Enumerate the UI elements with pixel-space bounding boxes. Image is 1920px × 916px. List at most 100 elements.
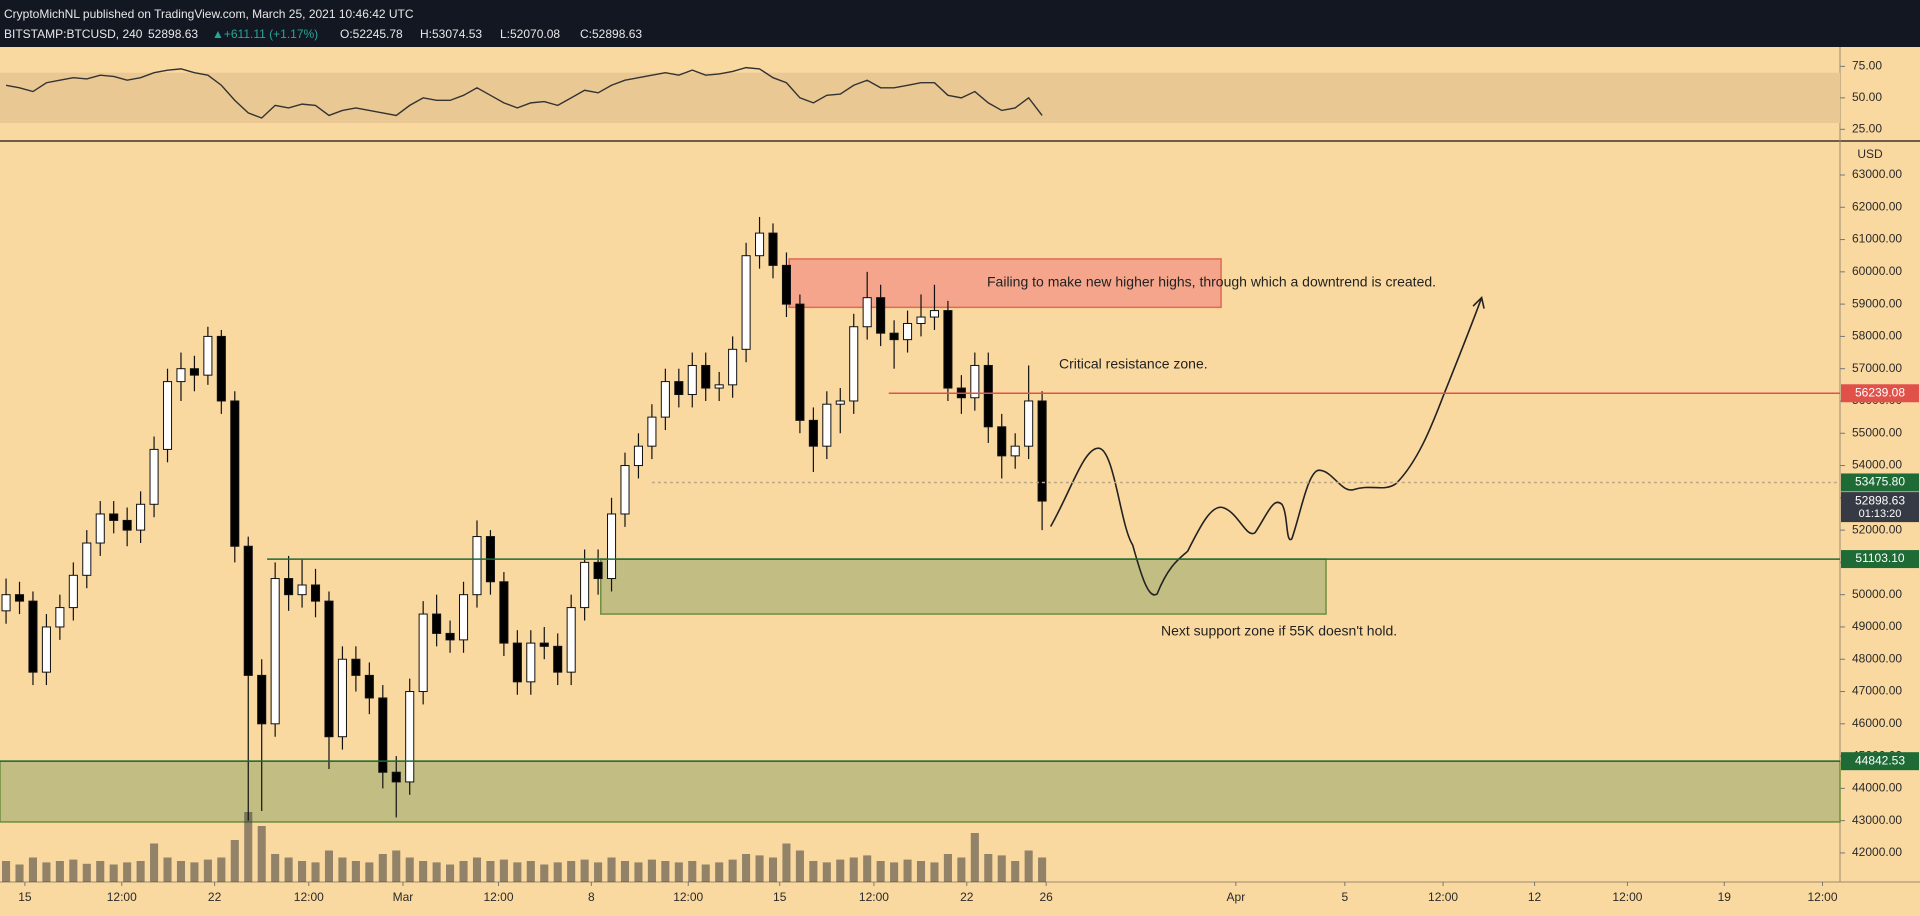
volume-bar bbox=[620, 861, 630, 882]
candle-body bbox=[391, 771, 401, 783]
volume-bar bbox=[997, 855, 1006, 882]
rsi-band bbox=[0, 72, 1840, 124]
rsi-tick-label: 50.00 bbox=[1852, 90, 1882, 104]
volume-bar bbox=[123, 862, 132, 882]
candle-body bbox=[176, 368, 186, 383]
price-tag-label: 52898.63 bbox=[1855, 493, 1905, 507]
candle-body bbox=[351, 658, 361, 676]
y-tick-label: 50000.00 bbox=[1852, 587, 1902, 601]
candle-body bbox=[28, 600, 38, 673]
x-tick-label: 12:00 bbox=[859, 890, 889, 904]
candle-body bbox=[189, 368, 199, 376]
volume-bar bbox=[499, 859, 508, 882]
candle-body bbox=[41, 626, 51, 673]
volume-bar bbox=[271, 854, 280, 882]
x-tick-label: 19 bbox=[1718, 890, 1732, 904]
candle-body bbox=[701, 364, 711, 389]
volume-bar bbox=[849, 857, 858, 882]
price-tag bbox=[1841, 384, 1919, 403]
volume-bar bbox=[984, 854, 993, 882]
volume-bar bbox=[338, 857, 347, 882]
volume-bar bbox=[163, 857, 172, 882]
price-tag bbox=[1841, 473, 1919, 492]
candle-body bbox=[633, 445, 643, 467]
x-tick-label: 12:00 bbox=[673, 890, 703, 904]
y-tick-label: 55000.00 bbox=[1852, 425, 1902, 439]
volume-bar bbox=[674, 862, 683, 882]
y-tick-label: 61000.00 bbox=[1852, 232, 1902, 246]
ohlc: L:52070.08 bbox=[500, 27, 560, 41]
x-tick-label: Mar bbox=[393, 890, 414, 904]
volume-bar bbox=[580, 859, 589, 882]
candle-body bbox=[1024, 400, 1034, 447]
y-tick-label: 62000.00 bbox=[1852, 199, 1902, 213]
volume-bar bbox=[782, 843, 791, 882]
candle-body bbox=[95, 513, 105, 544]
candle-body bbox=[418, 613, 428, 693]
candle-body bbox=[68, 574, 78, 609]
candle-body bbox=[405, 691, 415, 783]
y-tick-label: 43000.00 bbox=[1852, 813, 1902, 827]
volume-bar bbox=[55, 861, 64, 882]
candle-body bbox=[526, 642, 536, 683]
y-tick-label: 47000.00 bbox=[1852, 684, 1902, 698]
candle-body bbox=[781, 264, 791, 305]
volume-bar bbox=[553, 862, 562, 882]
volume-bar bbox=[715, 862, 724, 882]
volume-bar bbox=[540, 864, 549, 882]
volume-bar bbox=[432, 862, 441, 882]
y-tick-label: 46000.00 bbox=[1852, 716, 1902, 730]
volume-bar bbox=[351, 861, 360, 882]
y-tick-label: 44000.00 bbox=[1852, 781, 1902, 795]
candle-body bbox=[607, 513, 617, 580]
volume-bar bbox=[28, 857, 38, 882]
y-tick-label: 48000.00 bbox=[1852, 651, 1902, 665]
volume-bar bbox=[136, 861, 145, 882]
volume-bar bbox=[970, 833, 979, 882]
candle-body bbox=[539, 642, 549, 647]
volume-bar bbox=[1038, 857, 1047, 882]
candle-body bbox=[889, 332, 899, 341]
candle-body bbox=[983, 364, 993, 428]
candle-body bbox=[337, 658, 347, 738]
y-tick-label: 60000.00 bbox=[1852, 264, 1902, 278]
last-price: 52898.63 bbox=[148, 27, 198, 41]
volume-bar bbox=[230, 840, 239, 882]
candle-body bbox=[674, 381, 684, 396]
volume-bar bbox=[459, 861, 468, 882]
volume-bar bbox=[284, 857, 293, 882]
volume-bar bbox=[1024, 850, 1033, 882]
volume-bar bbox=[257, 826, 266, 882]
price-tag bbox=[1841, 752, 1919, 771]
candle-body bbox=[822, 403, 832, 447]
candle-body bbox=[876, 297, 886, 334]
zone bbox=[788, 258, 1222, 309]
price-tag-label: 51103.10 bbox=[1855, 551, 1904, 565]
price-tag bbox=[1841, 550, 1919, 569]
volume-bar bbox=[701, 864, 710, 882]
candle-body bbox=[445, 632, 455, 641]
volume-bar bbox=[405, 857, 414, 882]
candle-body bbox=[230, 400, 240, 547]
volume-bar bbox=[513, 862, 522, 882]
candle-body bbox=[580, 561, 590, 609]
candle-body bbox=[755, 232, 765, 257]
annotation: Failing to make new higher highs, throug… bbox=[987, 274, 1436, 290]
candle-body bbox=[109, 513, 119, 521]
volume-bar bbox=[190, 862, 199, 882]
x-tick-label: 22 bbox=[960, 890, 974, 904]
x-tick-label: 22 bbox=[208, 890, 222, 904]
volume-bar bbox=[930, 862, 939, 882]
x-tick-label: 15 bbox=[773, 890, 787, 904]
symbol: BITSTAMP:BTCUSD, 240 bbox=[4, 27, 143, 41]
volume-bar bbox=[217, 857, 226, 882]
volume-bar bbox=[836, 859, 845, 882]
candle-body bbox=[14, 594, 25, 602]
candle-body bbox=[472, 536, 482, 596]
volume-bar bbox=[661, 861, 670, 882]
candle-body bbox=[593, 561, 603, 580]
price-tag-label: 44842.53 bbox=[1855, 753, 1905, 767]
x-tick-label: 12:00 bbox=[107, 890, 137, 904]
change: ▲+611.11 (+1.17%) bbox=[212, 27, 318, 41]
price-tag-label: 53475.80 bbox=[1855, 475, 1905, 489]
